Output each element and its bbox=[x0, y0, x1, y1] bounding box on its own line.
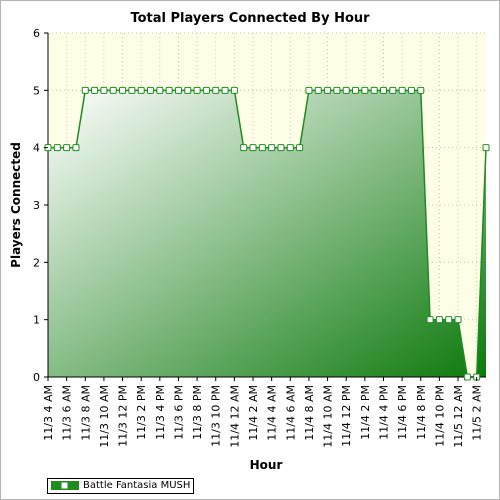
x-tick-label: 11/3 4 PM bbox=[154, 385, 167, 440]
data-point bbox=[361, 86, 369, 94]
data-point bbox=[277, 144, 285, 152]
data-point bbox=[221, 86, 229, 94]
legend-series-label: Battle Fantasia MUSH bbox=[83, 480, 191, 491]
x-tick-label: 11/4 6 PM bbox=[396, 385, 409, 440]
data-point bbox=[91, 86, 99, 94]
data-point bbox=[426, 316, 434, 324]
data-point bbox=[417, 86, 425, 94]
data-point bbox=[100, 86, 108, 94]
x-tick-label: 11/3 2 PM bbox=[135, 385, 148, 440]
data-point bbox=[137, 86, 145, 94]
x-tick-label: 11/3 8 PM bbox=[191, 385, 204, 440]
data-point bbox=[184, 86, 192, 94]
data-point bbox=[370, 86, 378, 94]
data-point bbox=[128, 86, 136, 94]
data-point bbox=[463, 373, 471, 381]
x-tick-label: 11/4 8 AM bbox=[303, 385, 316, 441]
data-point bbox=[174, 86, 182, 94]
data-point bbox=[119, 86, 127, 94]
data-point bbox=[286, 144, 294, 152]
data-point bbox=[258, 144, 266, 152]
y-tick-label: 0 bbox=[33, 371, 40, 384]
y-tick-label: 3 bbox=[33, 199, 40, 212]
legend-swatch bbox=[51, 481, 79, 490]
data-point bbox=[268, 144, 276, 152]
data-point bbox=[435, 316, 443, 324]
x-tick-label: 11/3 10 AM bbox=[98, 385, 111, 448]
x-tick-label: 11/3 6 AM bbox=[61, 385, 74, 441]
y-tick-label: 5 bbox=[33, 84, 40, 97]
data-point bbox=[193, 86, 201, 94]
data-point bbox=[249, 144, 257, 152]
data-point bbox=[305, 86, 313, 94]
data-point bbox=[72, 144, 80, 152]
x-tick-label: 11/3 12 PM bbox=[117, 385, 130, 447]
x-tick-label: 11/5 12 AM bbox=[452, 385, 465, 448]
data-point bbox=[445, 316, 453, 324]
data-point bbox=[53, 144, 61, 152]
data-point bbox=[230, 86, 238, 94]
data-point bbox=[324, 86, 332, 94]
data-point bbox=[314, 86, 322, 94]
x-tick-label: 11/4 4 PM bbox=[377, 385, 390, 440]
y-tick-label: 1 bbox=[33, 314, 40, 327]
data-point bbox=[352, 86, 360, 94]
x-tick-label: 11/4 10 AM bbox=[322, 385, 335, 448]
x-tick-label: 11/3 4 AM bbox=[42, 385, 55, 441]
x-tick-label: 11/4 12 PM bbox=[340, 385, 353, 447]
data-point bbox=[212, 86, 220, 94]
series-area bbox=[48, 90, 486, 377]
data-point bbox=[147, 86, 155, 94]
data-point bbox=[296, 144, 304, 152]
data-point bbox=[407, 86, 415, 94]
x-tick-label: 11/4 2 AM bbox=[247, 385, 260, 441]
chart-title: Total Players Connected By Hour bbox=[130, 11, 370, 26]
x-axis-label: Hour bbox=[250, 458, 283, 472]
data-point bbox=[63, 144, 71, 152]
x-tick-label: 11/4 8 PM bbox=[415, 385, 428, 440]
data-point bbox=[81, 86, 89, 94]
data-point bbox=[342, 86, 350, 94]
y-tick-label: 2 bbox=[33, 256, 40, 269]
data-point bbox=[379, 86, 387, 94]
data-point bbox=[165, 86, 173, 94]
data-point bbox=[333, 86, 341, 94]
data-point bbox=[202, 86, 210, 94]
data-point bbox=[109, 86, 117, 94]
x-tick-label: 11/3 10 PM bbox=[210, 385, 223, 447]
y-tick-label: 6 bbox=[33, 27, 40, 40]
data-point bbox=[482, 144, 490, 152]
x-tick-label: 11/4 2 PM bbox=[359, 385, 372, 440]
data-point bbox=[156, 86, 164, 94]
data-point bbox=[398, 86, 406, 94]
x-tick-label: 11/4 4 AM bbox=[266, 385, 279, 441]
data-point bbox=[389, 86, 397, 94]
x-tick-label: 11/3 8 AM bbox=[79, 385, 92, 441]
data-point bbox=[240, 144, 248, 152]
y-axis-label: Players Connected bbox=[9, 142, 23, 268]
x-tick-label: 11/4 6 AM bbox=[284, 385, 297, 441]
x-tick-label: 11/3 6 PM bbox=[172, 385, 185, 440]
x-tick-label: 11/4 10 PM bbox=[433, 385, 446, 447]
data-point bbox=[454, 316, 462, 324]
x-tick-label: 11/4 12 AM bbox=[228, 385, 241, 448]
y-tick-label: 4 bbox=[33, 142, 40, 155]
x-tick-label: 11/5 2 AM bbox=[471, 385, 484, 441]
legend: Battle Fantasia MUSH bbox=[47, 478, 194, 494]
